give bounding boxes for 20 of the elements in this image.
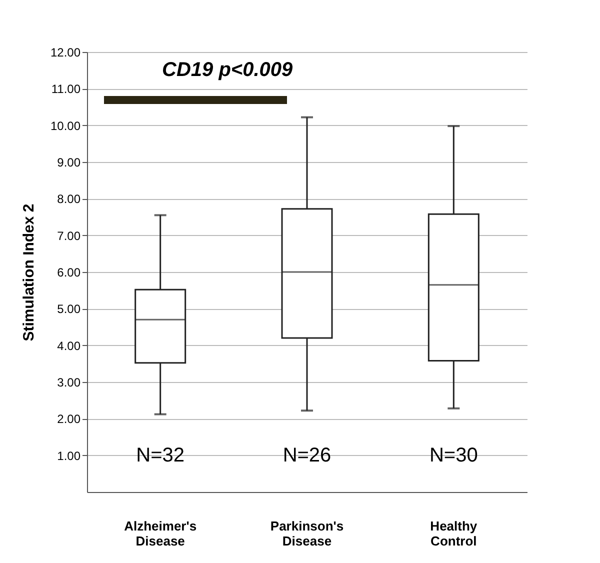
y-tick-label: 10.00	[50, 118, 81, 133]
y-tick-label: 6.00	[57, 266, 81, 280]
y-tick-label: 1.00	[57, 448, 81, 463]
y-axis-title: Stimulation Index 2	[20, 204, 38, 342]
y-tick-label: 2.00	[57, 412, 81, 426]
y-tick-label: 4.00	[57, 338, 81, 353]
y-tick-label: 9.00	[57, 156, 81, 170]
x-tick-label: Alzheimer's Disease	[124, 518, 197, 548]
y-tick-label: 3.00	[57, 376, 81, 390]
x-tick-label: Parkinson's Disease	[270, 518, 344, 548]
y-tick-label: 5.00	[57, 302, 81, 316]
annotation: N=32	[136, 444, 185, 466]
y-tick-label: 7.00	[57, 228, 81, 243]
y-tick-label: 12.00	[50, 46, 81, 60]
y-tick-label: 8.00	[57, 192, 81, 206]
x-tick-label: Healthy Control	[430, 518, 478, 548]
annotation: N=26	[282, 444, 332, 466]
annotation: N=30	[429, 444, 478, 466]
annotation: CD19 p<0.009	[162, 59, 294, 81]
y-tick-label: 11.00	[51, 82, 81, 96]
